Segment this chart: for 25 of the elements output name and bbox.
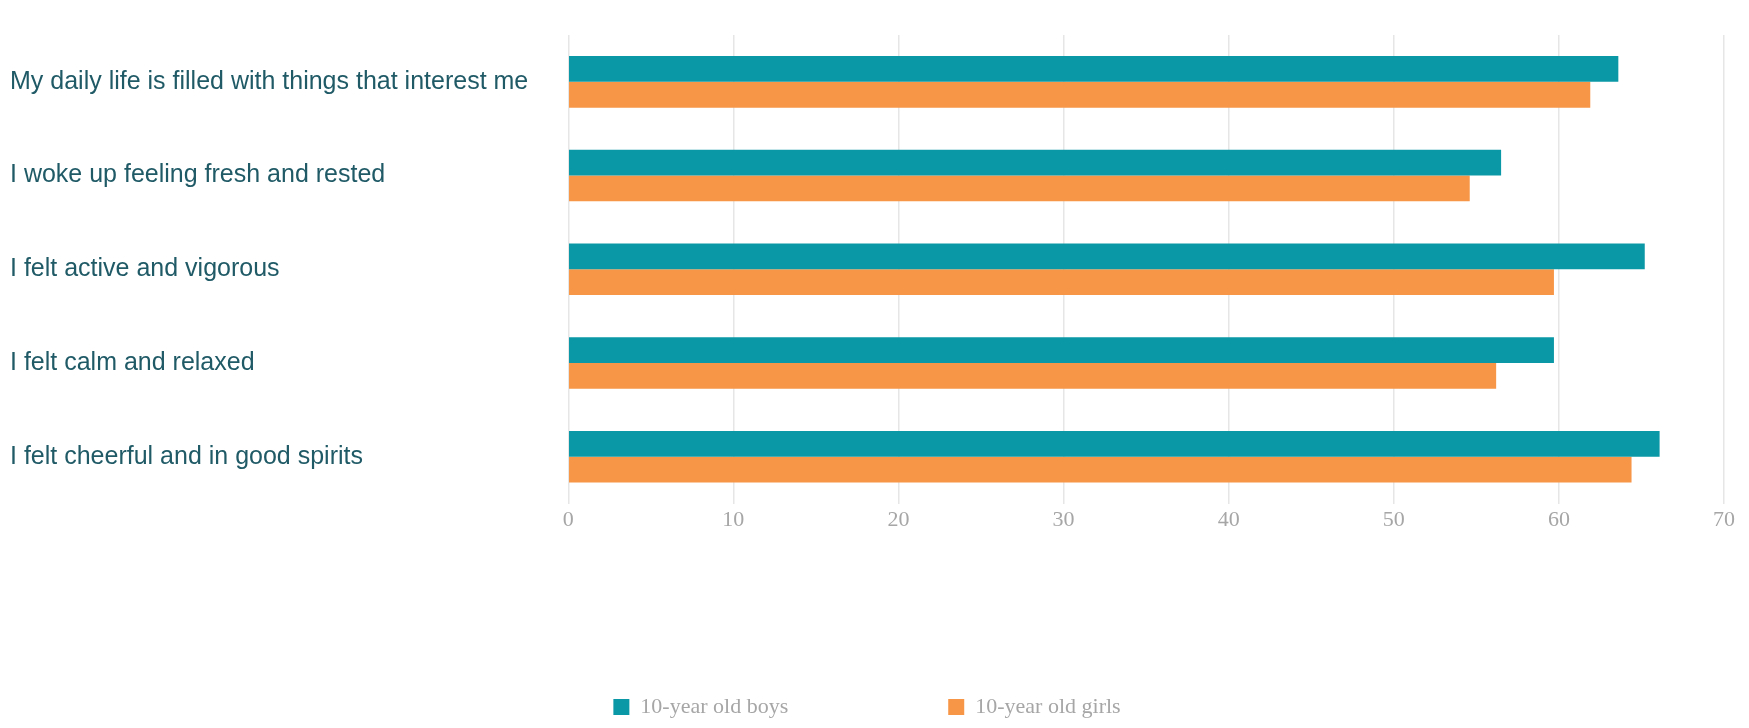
bar bbox=[569, 56, 1619, 82]
x-tick-label: 0 bbox=[562, 505, 574, 531]
x-tick-label: 70 bbox=[1713, 505, 1735, 531]
bar bbox=[569, 456, 1632, 483]
bar bbox=[569, 269, 1554, 296]
bar bbox=[569, 337, 1554, 364]
bar bbox=[569, 175, 1470, 202]
y-tick-label: I felt calm and relaxed bbox=[10, 346, 255, 375]
x-tick-label: 60 bbox=[1547, 505, 1570, 531]
x-tick-label: 50 bbox=[1382, 505, 1405, 531]
legend-label: 10-year old boys bbox=[640, 692, 789, 718]
legend-label: 10-year old girls bbox=[975, 692, 1121, 718]
y-tick-label: I felt cheerful and in good spirits bbox=[10, 440, 363, 469]
y-tick-label: I woke up feeling fresh and rested bbox=[10, 159, 386, 188]
bar bbox=[569, 363, 1497, 389]
bar bbox=[569, 81, 1591, 108]
x-tick-label: 40 bbox=[1217, 505, 1240, 531]
x-tick-label: 20 bbox=[887, 505, 910, 531]
x-tick-label: 30 bbox=[1052, 505, 1075, 531]
bar bbox=[569, 430, 1660, 457]
y-tick-label: My daily life is filled with things that interest me bbox=[10, 65, 529, 94]
x-tick-label: 10 bbox=[722, 505, 745, 531]
bar bbox=[569, 243, 1645, 270]
bar bbox=[569, 149, 1502, 176]
y-tick-label: I felt active and vigorous bbox=[10, 253, 280, 282]
